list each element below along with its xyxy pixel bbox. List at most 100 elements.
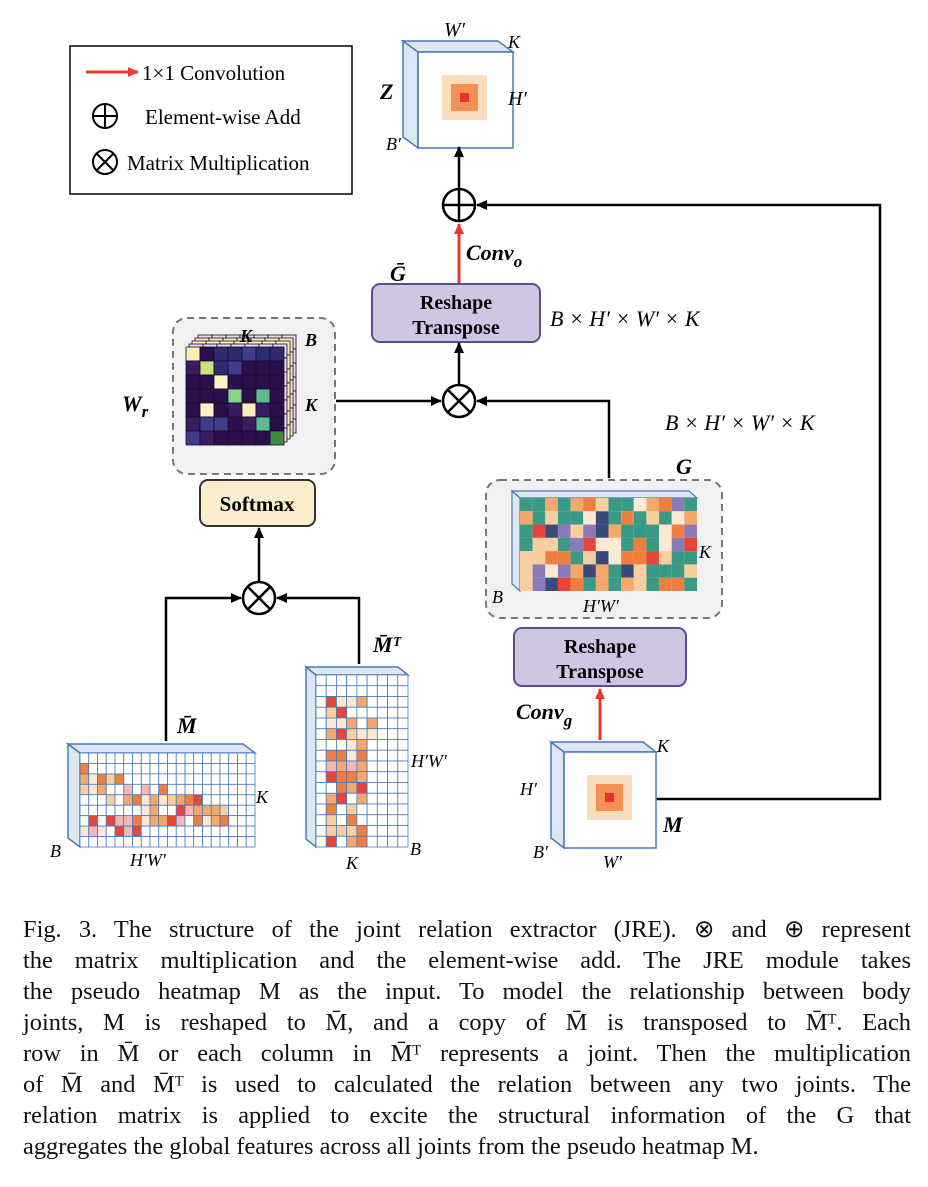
mbart-cell <box>366 771 378 783</box>
mbart-cell <box>356 803 368 816</box>
g-cell <box>545 551 558 565</box>
g-cell <box>595 537 609 552</box>
wr-cell <box>199 374 215 390</box>
mbar-cell <box>202 825 212 837</box>
mbart-cell <box>315 803 327 816</box>
mbart-cell <box>315 696 327 708</box>
mbar-cell <box>132 815 142 827</box>
g-matrix <box>520 498 697 591</box>
mbar-cell <box>175 752 186 764</box>
wr-cell <box>269 346 285 362</box>
mbart-cell <box>315 685 327 697</box>
z-label: Z <box>379 79 393 104</box>
wr-cell <box>241 360 257 376</box>
mbar-cell <box>140 836 151 848</box>
mbar-cell <box>140 804 151 817</box>
g-cell <box>621 537 634 552</box>
g-cell <box>570 564 584 578</box>
wr-cell <box>241 388 257 404</box>
mbar-cell <box>114 783 125 796</box>
g-cell <box>684 524 697 538</box>
heatmap-cell <box>623 802 632 811</box>
mbar-cell <box>97 825 107 837</box>
mbart-cell <box>336 771 348 783</box>
mbar-cell <box>114 804 125 817</box>
g-cell <box>557 498 571 512</box>
mbart-cell <box>325 717 337 730</box>
g-cell <box>583 524 596 538</box>
caption-line: aggregates the global features across al… <box>23 1133 759 1160</box>
wr-cell <box>227 360 243 376</box>
mbar-cell <box>167 763 177 775</box>
g-cell <box>671 524 685 538</box>
mbar-cell <box>97 783 107 796</box>
mbar-cell <box>97 815 107 827</box>
g-cell <box>671 537 685 552</box>
mbart-cell <box>366 835 378 848</box>
mbart-b-label: B <box>410 839 421 859</box>
mbart-cell <box>356 814 368 826</box>
mbar-cell <box>202 804 212 817</box>
mbar-cell <box>123 804 133 817</box>
g-cell <box>671 551 685 565</box>
mbar-cell <box>88 804 98 817</box>
wr-cell <box>269 388 285 404</box>
mbart-cell <box>346 760 358 773</box>
mbar-cell <box>219 825 230 837</box>
mbart-cell <box>376 792 388 805</box>
g-cell <box>570 524 584 538</box>
mbart-matrix <box>303 665 411 849</box>
mbart-k-label: K <box>345 853 359 873</box>
g-cell <box>633 577 647 591</box>
reshape-transpose-box-top: Reshape Transpose <box>371 283 541 343</box>
z-height-label: H′ <box>507 88 527 110</box>
heatmap-cell <box>596 802 605 811</box>
heatmap-cell <box>442 111 451 120</box>
g-cell <box>659 551 672 565</box>
mbar-cell <box>210 794 221 806</box>
mbar-cell <box>175 763 186 775</box>
mbar-cell <box>219 815 230 827</box>
mbart-cell <box>376 717 388 730</box>
mbar-cell <box>193 763 203 775</box>
mbar-cell <box>219 804 230 817</box>
mbar-cell <box>245 825 256 837</box>
mbar-cell <box>184 794 195 806</box>
mbar-cell <box>114 773 125 785</box>
m-cube <box>548 740 659 850</box>
add-icon <box>92 103 118 129</box>
wr-cell <box>185 388 201 404</box>
g-cell <box>595 498 609 512</box>
mbar-k-label: K <box>255 787 269 807</box>
mbar-cell <box>88 794 98 806</box>
mbar-cell <box>97 836 107 848</box>
g-cell <box>583 551 596 565</box>
mbart-cell <box>325 771 337 783</box>
mbar-cell <box>158 815 168 827</box>
multiply-icon <box>92 149 118 175</box>
caption-line: row in M̄ or each column in M̄ᵀ represen… <box>23 1040 911 1067</box>
mbar-cell <box>114 794 125 806</box>
g-cell <box>671 498 685 512</box>
mbart-cell <box>315 749 327 762</box>
mbart-cell <box>336 835 348 848</box>
mbar-cell <box>202 783 212 796</box>
mbart-cell <box>356 739 368 751</box>
g-to-mul-arrow <box>476 396 611 478</box>
mbart-cell <box>366 717 378 730</box>
reshape-bottom-line1: Reshape <box>564 636 636 658</box>
g-cell <box>595 511 609 525</box>
mbart-cell <box>325 825 337 837</box>
wr-cell <box>269 374 285 390</box>
mbar-cell <box>202 836 212 848</box>
wr-cell <box>227 402 243 418</box>
wr-k-right-label: K <box>304 395 319 415</box>
caption-line: relation matrix is applied to excite the… <box>23 1102 911 1129</box>
multiply-node-upper-icon <box>441 383 477 419</box>
mbar-cell <box>105 804 116 817</box>
mbart-cell <box>325 696 337 708</box>
caption-line: joints, M is reshaped to M̄, and a copy … <box>23 1009 911 1036</box>
mbar-cell <box>149 815 160 827</box>
mbar-hw-label: H′W′ <box>129 850 167 870</box>
g-cell <box>520 577 533 591</box>
